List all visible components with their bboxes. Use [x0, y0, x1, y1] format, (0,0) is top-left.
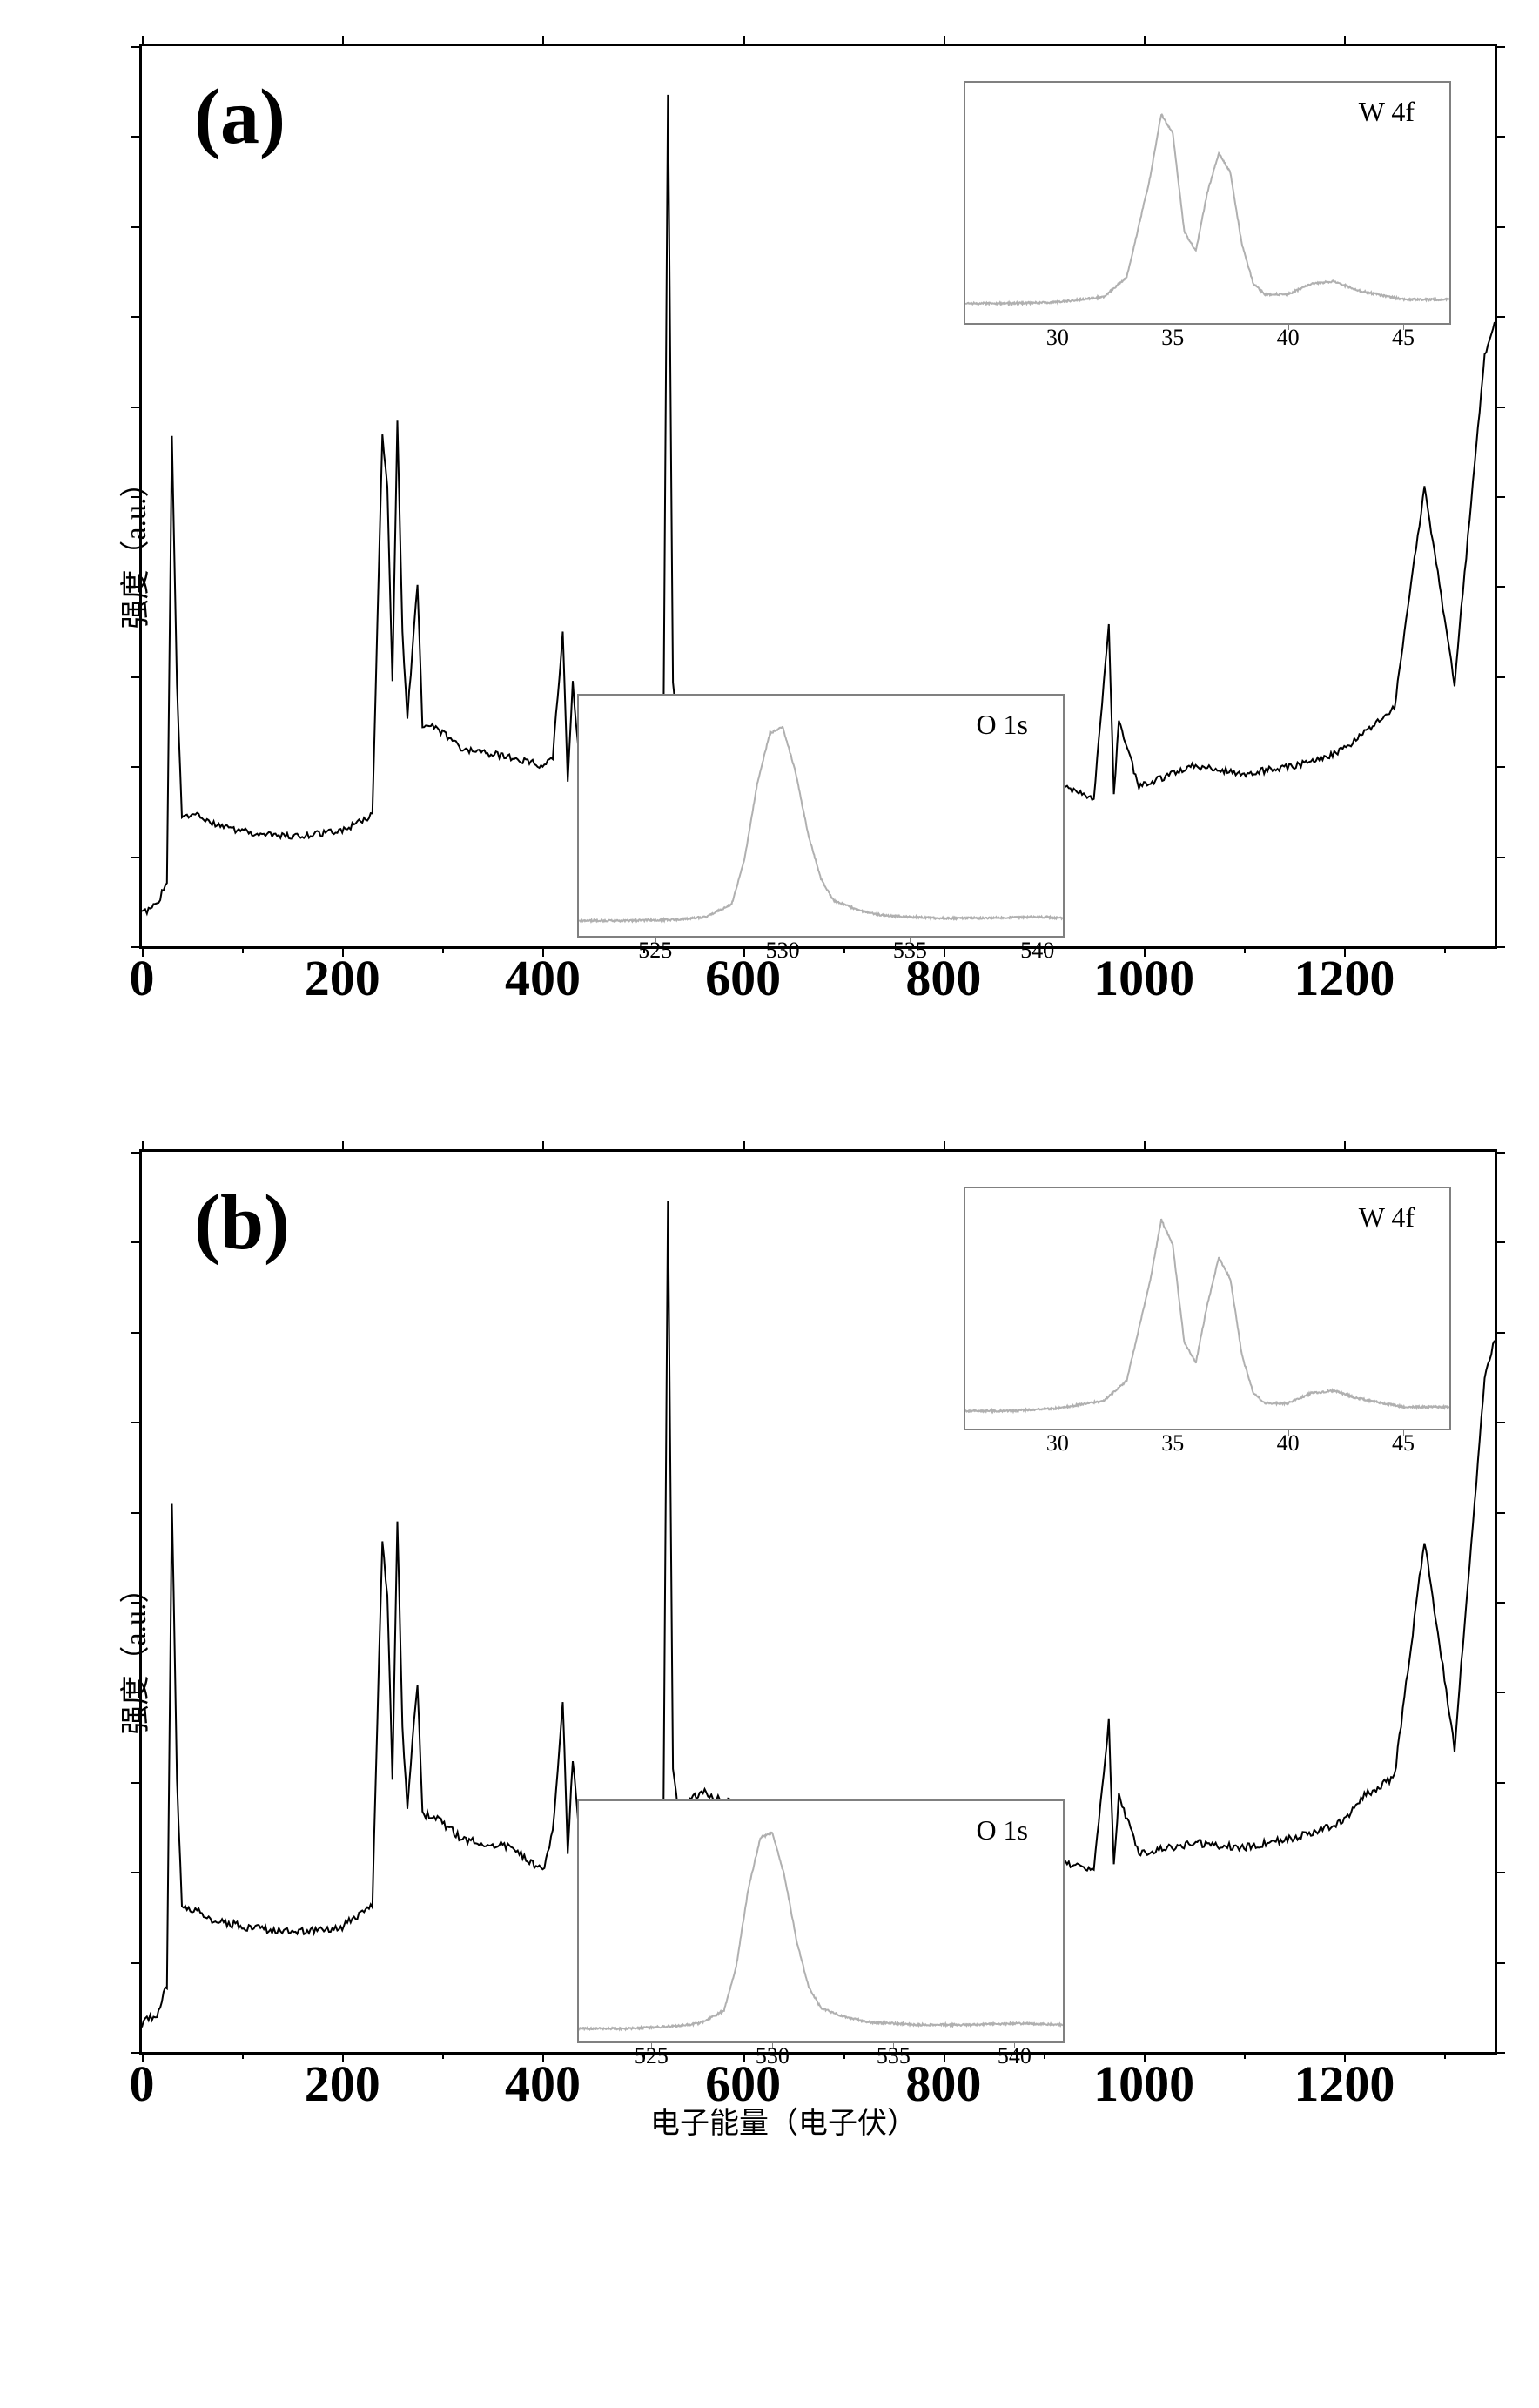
x-tick-label: 1200 — [1294, 949, 1395, 1007]
x-tick-label: 1000 — [1093, 949, 1194, 1007]
inset-o1s-spectrum-b — [579, 1801, 1063, 2041]
inset-w4f-a: W 4f 30354045 — [964, 81, 1451, 325]
x-tick-label: 1200 — [1294, 2055, 1395, 2113]
inset-w4f-spectrum-b — [965, 1188, 1449, 1429]
x-axis-label: 电子能量（电子伏） — [650, 2099, 917, 2142]
inset-o1s-spectrum-a — [579, 696, 1063, 936]
inset-w4f-spectrum-a — [965, 83, 1449, 323]
inset-o1s-a: O 1s 525530535540 — [577, 694, 1065, 938]
x-tick-label: 800 — [905, 2055, 981, 2113]
x-tick-label: 200 — [305, 949, 380, 1007]
x-tick-label: 200 — [305, 2055, 380, 2113]
plot-area-b: (b) 020040060080010001200 W 4f 30354045 … — [139, 1149, 1497, 2055]
x-tick-label: 0 — [130, 2055, 155, 2113]
x-tick-label: 400 — [505, 2055, 581, 2113]
plot-area-a: (a) 020040060080010001200 W 4f 30354045 … — [139, 44, 1497, 949]
inset-w4f-b: W 4f 30354045 — [964, 1187, 1451, 1430]
x-tick-label: 1000 — [1093, 2055, 1194, 2113]
x-tick-label: 0 — [130, 949, 155, 1007]
panel-b-container: 强度（a.u.） (b) 020040060080010001200 W 4f … — [52, 1132, 1515, 2176]
x-tick-label: 400 — [505, 949, 581, 1007]
inset-o1s-b: O 1s 525530535540 — [577, 1799, 1065, 2043]
panel-a-container: 强度（a.u.） (a) 020040060080010001200 W 4f … — [52, 26, 1515, 1071]
